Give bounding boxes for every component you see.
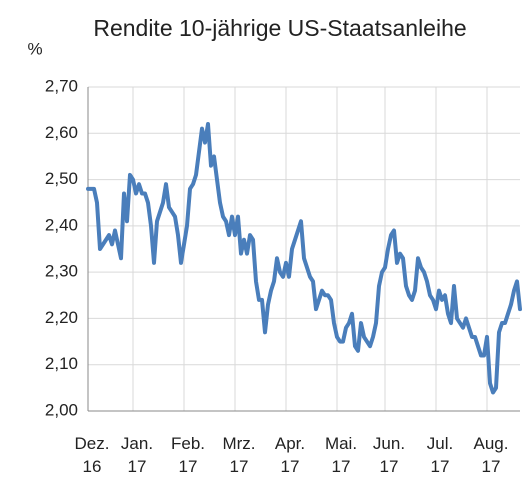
x-tick-label: Jul. 17 xyxy=(426,434,454,476)
y-tick-label: 2,40 xyxy=(45,215,78,234)
chart-title: Rendite 10-jährige US-Staatsanleihe xyxy=(93,15,466,41)
x-tick-label: Feb. 17 xyxy=(170,434,206,476)
y-tick-label: 2,50 xyxy=(45,169,78,188)
x-tick-label: Dez. 16 xyxy=(74,434,110,476)
line-series xyxy=(86,122,522,395)
x-tick-label: Jun. 17 xyxy=(372,434,406,476)
x-tick-label: Mai. 17 xyxy=(324,434,358,476)
y-tick-label: 2,10 xyxy=(45,354,78,373)
x-tick-label: Mrz. 17 xyxy=(222,434,256,476)
x-tick-label: Aug. 17 xyxy=(473,434,509,476)
y-axis-label: % xyxy=(27,39,42,58)
y-tick-label: 2,60 xyxy=(45,123,78,142)
x-tick-label: Jan. 17 xyxy=(120,434,154,476)
x-tick-label: Apr. 17 xyxy=(274,434,306,476)
y-tick-label: 2,20 xyxy=(45,308,78,327)
y-tick-label: 2,00 xyxy=(45,400,78,419)
y-tick-label: 2,30 xyxy=(45,262,78,281)
y-tick-label: 2,70 xyxy=(45,76,78,95)
